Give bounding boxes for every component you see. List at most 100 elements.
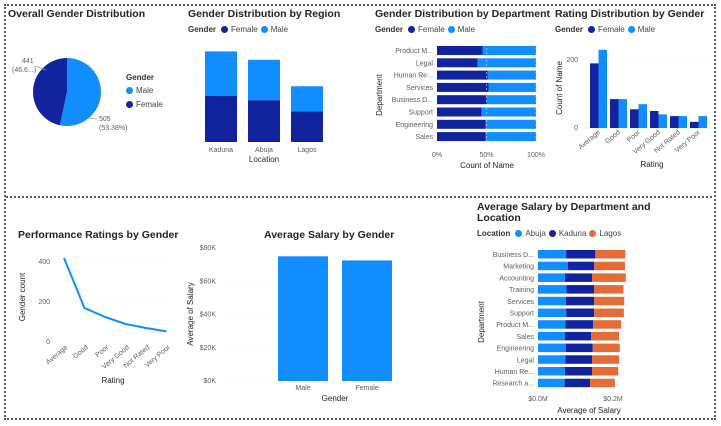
female-dot-icon (408, 26, 416, 33)
bar-male[interactable] (481, 107, 536, 117)
bar-abuja[interactable] (538, 261, 568, 271)
bar-female[interactable] (630, 109, 639, 128)
bar-lagos[interactable] (595, 250, 626, 259)
leader-line-female (34, 65, 47, 71)
bar-lagos[interactable] (594, 261, 625, 271)
bar-abuja[interactable] (538, 367, 565, 376)
bar-male[interactable] (698, 116, 708, 128)
bar-female[interactable] (437, 46, 483, 55)
bar-kaduna[interactable] (565, 331, 592, 341)
bar-male[interactable] (486, 95, 537, 105)
bar-lagos[interactable] (590, 378, 615, 388)
dashboard-frame (4, 4, 716, 420)
y-tick-label: Sales (415, 134, 433, 141)
bar-kaduna[interactable] (565, 355, 592, 364)
bar-female[interactable] (437, 132, 486, 142)
bar-kaduna[interactable] (565, 343, 593, 353)
legend-item-male[interactable]: Male (126, 86, 153, 95)
bar-female[interactable] (437, 58, 478, 68)
bar-abuja[interactable] (538, 250, 567, 259)
bar-female-abuja[interactable] (248, 100, 280, 142)
department-bar-chart[interactable]: Product M... Legal Human Re... Services Busi… (0, 0, 560, 190)
panel-title: Rating Distribution by Gender (555, 8, 705, 20)
bar-female[interactable] (437, 119, 486, 129)
bar-female[interactable] (437, 95, 487, 105)
bar-female[interactable] (437, 70, 488, 80)
bar-lagos[interactable] (592, 367, 619, 376)
bar-kaduna[interactable] (565, 296, 595, 306)
region-bar-chart[interactable]: Kaduna Abuja Lagos Location (0, 0, 360, 190)
bar-female[interactable] (590, 63, 599, 128)
bar-male[interactable] (638, 104, 648, 128)
bar-kaduna[interactable] (566, 250, 596, 259)
bar-lagos[interactable] (594, 296, 625, 306)
bar-female[interactable] (437, 82, 489, 92)
bar-abuja[interactable] (538, 355, 566, 364)
bar-kaduna[interactable] (565, 273, 592, 282)
bar-female[interactable] (670, 116, 679, 128)
bar-abuja[interactable] (538, 378, 565, 388)
bar-abuja[interactable] (538, 320, 566, 329)
x-tick-label: 0% (432, 152, 442, 159)
bar-lagos[interactable] (592, 273, 626, 282)
panel-title: Gender Distribution by Department (375, 8, 551, 20)
bar-female[interactable] (610, 99, 619, 128)
bar-male[interactable] (678, 116, 688, 128)
bar-kaduna[interactable] (568, 261, 595, 271)
bar-lagos[interactable] (592, 343, 620, 353)
bar-female[interactable] (690, 121, 699, 128)
bar-kaduna[interactable] (566, 285, 595, 294)
bar-abuja[interactable] (538, 343, 566, 353)
bar-male[interactable] (618, 99, 628, 128)
bar-male[interactable] (488, 82, 536, 92)
bar-male[interactable] (477, 58, 536, 68)
avg-salary-bar-chart[interactable]: $0K $20K $40K $60K $80K Male Female Gender Avera… (0, 0, 420, 426)
bar-lagos[interactable] (591, 331, 619, 341)
bar-abuja[interactable] (538, 285, 567, 294)
bar-female-lagos[interactable] (291, 111, 323, 142)
bar-male[interactable] (487, 70, 536, 80)
bar-lagos[interactable] (594, 308, 624, 318)
bar-male[interactable] (598, 49, 608, 128)
bar-kaduna[interactable] (565, 320, 594, 329)
overall-pie-chart[interactable]: 441 (46.6...) 505 (53.38%) (0, 0, 180, 190)
y-tick-label: Engineering (497, 346, 534, 353)
bar-lagos[interactable] (594, 285, 624, 294)
bar-male-abuja[interactable] (248, 59, 280, 101)
bar-abuja[interactable] (538, 273, 565, 282)
bar-male-kaduna[interactable] (205, 51, 237, 96)
bar-abuja[interactable] (538, 308, 567, 318)
bar-female-kaduna[interactable] (205, 96, 237, 142)
y-tick-label: 200 (566, 57, 578, 64)
bar-abuja[interactable] (538, 296, 566, 306)
bar-kaduna[interactable] (566, 308, 595, 318)
pie-slice-female[interactable] (32, 58, 67, 126)
bar-kaduna[interactable] (565, 367, 592, 376)
bar-male[interactable] (658, 114, 668, 128)
legend-item-female[interactable]: Female (126, 100, 163, 109)
bar-male[interactable] (485, 119, 536, 129)
bar-male[interactable] (482, 46, 536, 55)
bar-male-lagos[interactable] (291, 86, 323, 112)
pie-slice-male[interactable] (59, 58, 101, 126)
y-tick-label: $60K (200, 278, 217, 285)
bar-lagos[interactable] (593, 320, 622, 329)
bar-kaduna[interactable] (564, 378, 591, 388)
y-axis-title: Count of Name (555, 61, 564, 115)
bar-male[interactable] (485, 132, 536, 142)
y-axis-title: Average of Salary (186, 282, 195, 345)
series-line[interactable] (63, 257, 167, 333)
bar-female[interactable] (650, 111, 659, 128)
bar-male[interactable] (278, 256, 328, 381)
bar-abuja[interactable] (538, 331, 565, 341)
bar-lagos[interactable] (592, 355, 619, 364)
panel-title-line1: Average Salary by Department and (477, 201, 651, 213)
label-male-value: 505 (99, 116, 111, 123)
bar-female[interactable] (342, 260, 392, 381)
y-tick-label: $0K (204, 378, 217, 385)
bar-female[interactable] (437, 107, 482, 117)
female-dot-icon (588, 26, 596, 33)
